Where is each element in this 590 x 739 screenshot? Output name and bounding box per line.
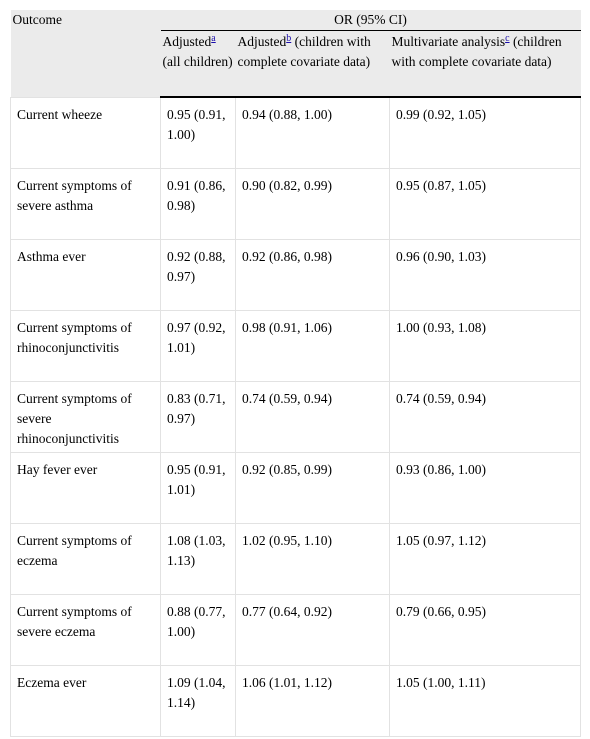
footnote-marker: b xyxy=(286,32,291,44)
column-title: Multivariate analysis xyxy=(391,34,506,49)
table-row: Asthma ever 0.92 (0.88, 0.97) 0.92 (0.86, … xyxy=(10,239,582,311)
value-cell: 0.99 (0.92, 1.05) xyxy=(388,96,582,169)
column-header: Adjustedb (children with complete covari… xyxy=(235,30,390,98)
outcome-cell: Current symptoms of severe asthma xyxy=(10,168,161,240)
table-row: Current symptoms of severe rhinoconjunct… xyxy=(10,381,582,453)
value-cell: 1.06 (1.01, 1.12) xyxy=(235,665,390,737)
footnote-link[interactable]: c xyxy=(505,32,510,44)
value-cell: 0.96 (0.90, 1.03) xyxy=(388,239,582,311)
table-row: Current wheeze 0.95 (0.91, 1.00) 0.94 (0.8… xyxy=(10,96,582,169)
group-header: OR (95% CI) xyxy=(160,10,581,31)
value-cell: 1.02 (0.95, 1.10) xyxy=(235,523,390,595)
table-row: Current symptoms of severe asthma 0.91 (0… xyxy=(10,168,582,240)
value-cell: 0.94 (0.88, 1.00) xyxy=(235,96,390,169)
table-row: Hay fever ever 0.95 (0.91, 1.01) 0.92 (0.8… xyxy=(10,452,582,524)
value-cell: 0.91 (0.86, 0.98) xyxy=(160,168,236,240)
value-cell: 1.05 (0.97, 1.12) xyxy=(388,523,582,595)
table-body: Current wheeze 0.95 (0.91, 1.00) 0.94 (0.8… xyxy=(10,96,582,737)
value-cell: 0.95 (0.91, 1.01) xyxy=(160,452,236,524)
value-cell: 0.88 (0.77, 1.00) xyxy=(160,594,236,666)
value-cell: 0.77 (0.64, 0.92) xyxy=(235,594,390,666)
value-cell: 1.00 (0.93, 1.08) xyxy=(388,310,582,382)
value-cell: 0.92 (0.85, 0.99) xyxy=(235,452,390,524)
column-header: Adjusteda (all children) xyxy=(160,30,236,98)
value-cell: 0.90 (0.82, 0.99) xyxy=(235,168,390,240)
subheader-row: Adjusteda (all children) Adjustedb (child… xyxy=(11,30,581,98)
footnote-marker: a xyxy=(211,32,215,44)
outcome-cell: Asthma ever xyxy=(10,239,161,311)
outcome-cell: Current symptoms of severe eczema xyxy=(10,594,161,666)
table-row: Eczema ever 1.09 (1.04, 1.14) 1.06 (1.01, … xyxy=(10,665,582,737)
outcome-cell: Current wheeze xyxy=(10,96,161,169)
value-cell: 0.92 (0.88, 0.97) xyxy=(160,239,236,311)
value-cell: 0.92 (0.86, 0.98) xyxy=(235,239,390,311)
value-cell: 0.97 (0.92, 1.01) xyxy=(160,310,236,382)
footnote-link[interactable]: b xyxy=(286,32,292,44)
column-subtitle: (all children) xyxy=(162,54,233,69)
value-cell: 1.05 (1.00, 1.11) xyxy=(388,665,582,737)
outcome-cell: Current symptoms of rhinoconjunctivitis xyxy=(10,310,161,382)
footnote-marker: c xyxy=(505,32,509,44)
value-cell: 0.95 (0.91, 1.00) xyxy=(160,96,236,169)
outcome-header: Outcome xyxy=(10,10,161,97)
value-cell: 1.08 (1.03, 1.13) xyxy=(160,523,236,595)
column-header: Multivariate analysisc (children with co… xyxy=(389,30,581,98)
value-cell: 0.93 (0.86, 1.00) xyxy=(388,452,582,524)
table-row: Current symptoms of rhinoconjunctivitis 0… xyxy=(10,310,582,382)
value-cell: 0.83 (0.71, 0.97) xyxy=(160,381,236,453)
column-subtitle: (children with complete covariate data) xyxy=(391,34,562,69)
column-title: Adjusted xyxy=(237,34,287,49)
value-cell: 1.09 (1.04, 1.14) xyxy=(160,665,236,737)
outcome-cell: Current symptoms of severe rhinoconjunct… xyxy=(10,381,161,453)
value-cell: 0.95 (0.87, 1.05) xyxy=(388,168,582,240)
value-cell: 0.98 (0.91, 1.06) xyxy=(235,310,390,382)
table-row: Current symptoms of eczema 1.08 (1.03, 1.… xyxy=(10,523,582,595)
table-row: Current symptoms of severe eczema 0.88 (0… xyxy=(10,594,582,666)
outcome-cell: Eczema ever xyxy=(10,665,161,737)
column-subtitle: (children with complete covariate data) xyxy=(237,34,371,69)
column-title: Adjusted xyxy=(162,34,212,49)
outcome-cell: Hay fever ever xyxy=(10,452,161,524)
table-header: Outcome OR (95% CI) Adjusteda (all child… xyxy=(10,10,581,98)
value-cell: 0.74 (0.59, 0.94) xyxy=(235,381,390,453)
value-cell: 0.74 (0.59, 0.94) xyxy=(388,381,582,453)
outcome-cell: Current symptoms of eczema xyxy=(10,523,161,595)
footnote-link[interactable]: a xyxy=(211,32,216,44)
value-cell: 0.79 (0.66, 0.95) xyxy=(388,594,582,666)
or-table: Outcome OR (95% CI) Adjusteda (all child… xyxy=(10,10,582,737)
